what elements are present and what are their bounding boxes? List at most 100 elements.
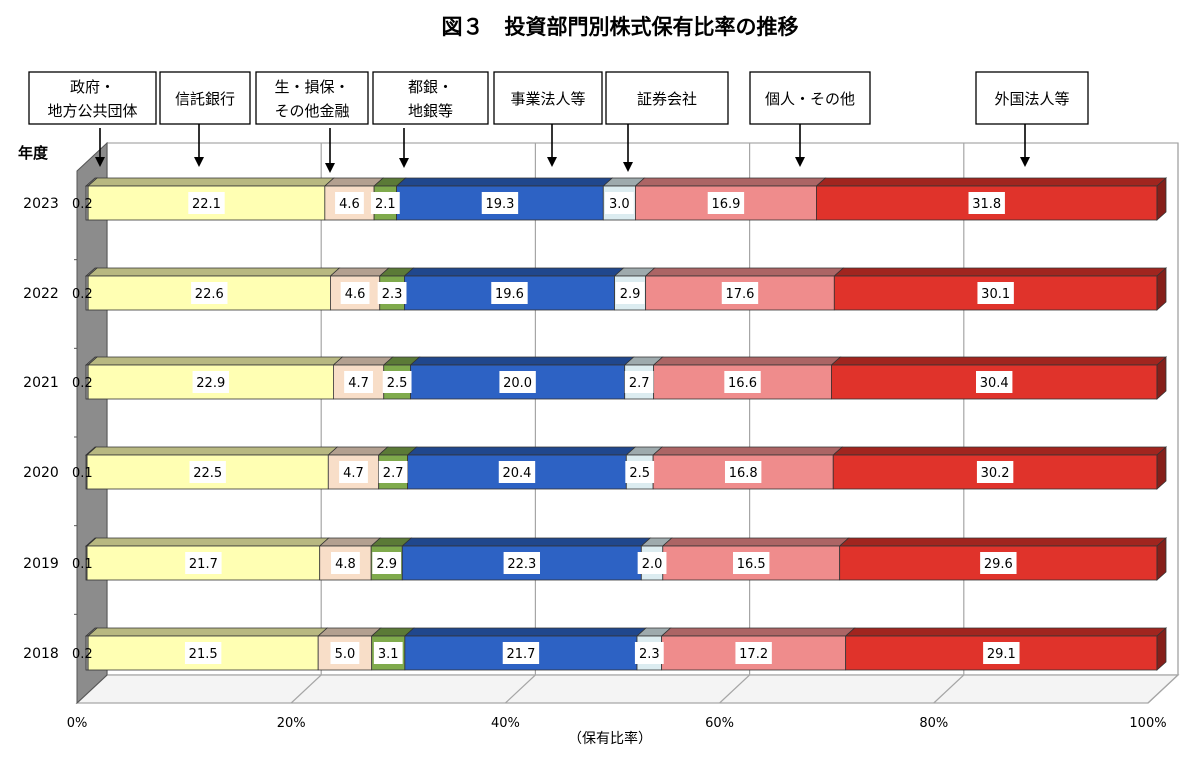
data-label: 22.1 — [192, 197, 221, 212]
legend-arrowhead — [325, 163, 335, 173]
legend-box — [255, 71, 369, 125]
plot-floor — [75, 674, 1180, 704]
x-tick-label: 60% — [705, 716, 734, 731]
data-label-bg — [498, 461, 536, 483]
legend-box — [749, 71, 871, 125]
bar-end-face — [1156, 356, 1167, 400]
bar-top-face — [838, 537, 1168, 547]
bar-top-face — [644, 267, 845, 277]
data-label: 16.5 — [737, 557, 766, 572]
bar-top-face — [844, 627, 1168, 637]
legend-arrowhead — [95, 157, 105, 167]
data-label-bg — [340, 282, 370, 304]
data-label: 4.6 — [339, 197, 360, 212]
bar-top-face — [86, 446, 339, 456]
data-label: 16.6 — [728, 376, 757, 391]
bar-top-face — [329, 267, 390, 277]
data-label: 4.8 — [335, 557, 356, 572]
legend-box — [605, 71, 729, 125]
data-label: 31.8 — [972, 197, 1001, 212]
data-label-bg — [615, 282, 645, 304]
data-label: 2.9 — [620, 287, 641, 302]
data-label: 30.2 — [981, 466, 1010, 481]
bar-top-face — [317, 627, 382, 637]
data-label-bg — [188, 192, 225, 214]
y-tick-label: 2023 — [23, 196, 59, 212]
data-label: 5.0 — [335, 647, 356, 662]
bar-segment — [410, 364, 626, 400]
bar-top-face — [323, 177, 385, 187]
legend-label: 地方公共団体 — [47, 102, 137, 120]
bar-end-face — [1156, 177, 1167, 221]
legend-arrowhead — [623, 162, 633, 172]
bar-segment — [317, 635, 373, 671]
bar-top-face — [652, 356, 842, 366]
data-label-bg — [499, 371, 536, 393]
bar-top-face — [815, 177, 1168, 187]
bar-top-face — [830, 356, 1168, 366]
y-tick-label: 2020 — [23, 465, 59, 481]
bar-top-face — [833, 267, 1168, 277]
legend-box — [28, 71, 157, 125]
data-label-bg — [724, 371, 761, 393]
legend-label: その他金融 — [274, 102, 349, 120]
data-label-bg — [344, 371, 373, 393]
plot-back-wall — [106, 142, 1179, 676]
bar-top-face — [87, 267, 341, 277]
data-label: 0.2 — [72, 376, 93, 391]
data-label-bg — [491, 282, 528, 304]
data-label: 0.2 — [72, 197, 93, 212]
legend-label: 外国法人等 — [994, 90, 1069, 108]
data-label-bg — [977, 282, 1014, 304]
x-tick-label: 100% — [1129, 716, 1166, 731]
legend-arrowhead — [194, 157, 204, 167]
legend-label: 都銀・ — [408, 78, 453, 96]
data-label-bg — [976, 371, 1013, 393]
bar-top-face — [87, 356, 344, 366]
data-label-bg — [330, 642, 360, 664]
bar-top-face — [832, 446, 1168, 456]
data-label: 0.2 — [72, 647, 93, 662]
bar-top-face — [395, 177, 614, 187]
data-label-bg — [382, 371, 412, 393]
data-label-bg — [634, 642, 664, 664]
bar-end-face — [1156, 627, 1167, 671]
data-label: 30.1 — [981, 287, 1010, 302]
bar-top-face — [401, 537, 652, 547]
data-label-bg — [378, 461, 408, 483]
data-label: 2.5 — [387, 376, 408, 391]
data-label: 17.6 — [725, 287, 754, 302]
data-label: 16.8 — [729, 466, 758, 481]
data-label: 22.3 — [507, 557, 536, 572]
y-axis-label: 年度 — [18, 144, 49, 162]
bar-top-face — [403, 267, 625, 277]
data-label: 2.5 — [629, 466, 650, 481]
y-tick-label: 2018 — [23, 646, 59, 662]
data-label-bg — [724, 461, 762, 483]
x-tick-label: 80% — [919, 716, 948, 731]
bar-top-face — [87, 177, 335, 187]
bar-top-face — [332, 356, 394, 366]
legend-label: 個人・その他 — [765, 90, 855, 108]
data-label-bg — [184, 642, 222, 664]
y-tick-label: 2021 — [23, 375, 59, 391]
data-label: 0.1 — [72, 466, 93, 481]
bar-top-face — [87, 627, 329, 637]
data-label: 22.5 — [193, 466, 222, 481]
data-label: 30.4 — [980, 376, 1009, 391]
y-tick-label: 2022 — [23, 286, 59, 302]
bar-top-face — [409, 356, 635, 366]
legend-box — [975, 71, 1089, 125]
gridline — [290, 143, 322, 704]
data-label-bg — [331, 552, 360, 574]
data-label-bg — [721, 282, 759, 304]
data-label-bg — [185, 552, 222, 574]
legend-label: 証券会社 — [637, 90, 697, 108]
data-label: 16.9 — [711, 197, 740, 212]
data-label-bg — [372, 552, 402, 574]
data-label-bg — [481, 192, 519, 214]
legend-label: 信託銀行 — [175, 90, 235, 108]
data-label-bg — [377, 282, 407, 304]
legend-label: 生・損保・ — [274, 78, 349, 96]
legend-label: 政府・ — [70, 78, 115, 96]
